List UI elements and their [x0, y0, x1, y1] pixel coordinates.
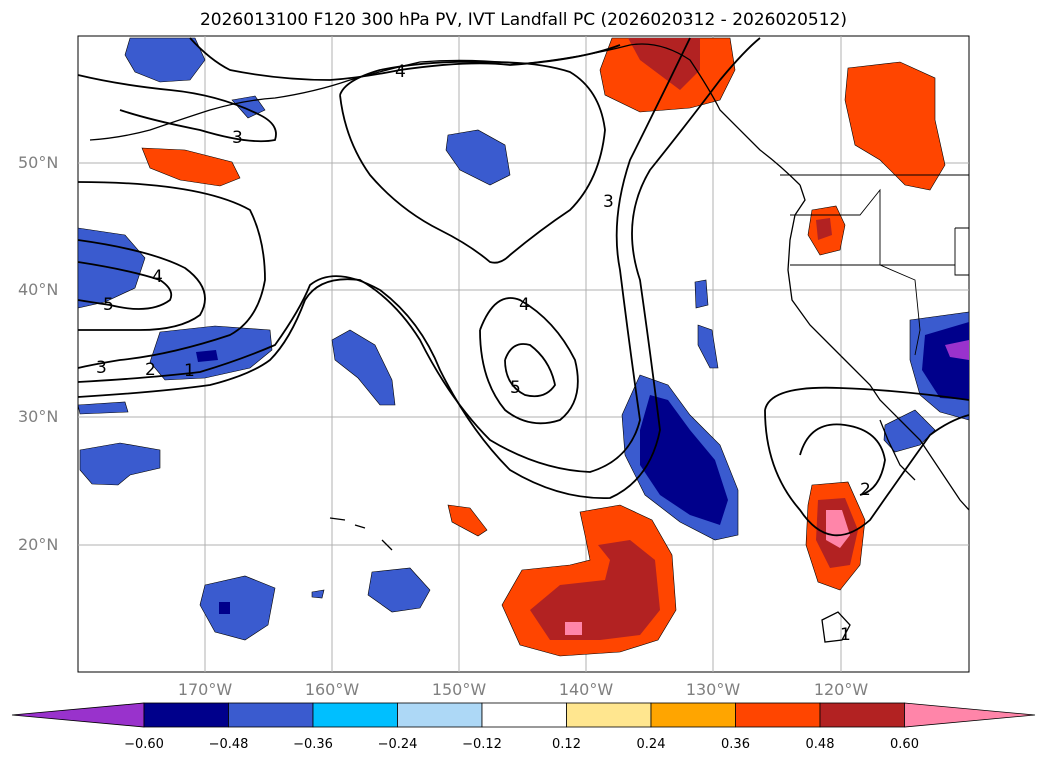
- contour-label: 3: [232, 128, 243, 148]
- colorbar-segment: [819, 702, 905, 728]
- colorbar-segment: [397, 702, 483, 728]
- colorbar-tick: −0.12: [462, 737, 502, 752]
- contour-label: 2: [145, 360, 156, 380]
- colorbar-segment: [312, 702, 398, 728]
- political-borders: [780, 174, 969, 356]
- contour-label: 3: [96, 358, 107, 378]
- colorbar-segment: [904, 702, 1036, 728]
- lon-label: 140°W: [558, 680, 614, 699]
- contour-label: 2: [860, 480, 871, 500]
- colorbar-tick: 0.12: [552, 737, 581, 752]
- colorbar-tick: 0.24: [636, 737, 666, 752]
- contour-label: 4: [395, 62, 406, 82]
- contour-label: 1: [184, 361, 195, 381]
- lat-label: 40°N: [18, 280, 59, 299]
- lon-label: 150°W: [431, 680, 487, 699]
- colorbar-tick: 0.36: [721, 737, 750, 752]
- colorbar-segment: [11, 702, 145, 728]
- lat-label: 20°N: [18, 535, 59, 554]
- lon-label: 120°W: [813, 680, 869, 699]
- lon-label: 130°W: [685, 680, 741, 699]
- positive-anomaly-fills: [141, 37, 946, 657]
- contour-label: 5: [103, 295, 114, 315]
- lat-label: 30°N: [18, 407, 59, 426]
- colorbar-tick: 0.60: [890, 737, 919, 752]
- colorbar-segment: [143, 702, 229, 728]
- colorbar-segment: [650, 702, 736, 728]
- contour-labels: 4 3 4 5 3 2 1 3 4 5 2 1: [96, 62, 871, 645]
- contour-label: 1: [840, 625, 851, 645]
- colorbar-segment: [481, 702, 567, 728]
- colorbar-segment: [735, 702, 821, 728]
- colorbar-segment: [566, 702, 652, 728]
- colorbar-tick: 0.48: [805, 737, 835, 752]
- colorbar-tick: −0.36: [293, 737, 333, 752]
- lon-label: 170°W: [177, 680, 233, 699]
- map-title: 2026013100 F120 300 hPa PV, IVT Landfall…: [199, 10, 847, 30]
- lon-label: 160°W: [304, 680, 360, 699]
- coastlines: [89, 43, 970, 643]
- colorbar-tick: −0.60: [124, 737, 164, 752]
- colorbar: [11, 702, 1036, 728]
- contour-label: 4: [519, 295, 530, 315]
- colorbar-segment: [228, 702, 314, 728]
- contour-label: 3: [603, 192, 614, 212]
- pv-contours: [77, 37, 970, 537]
- lat-label: 50°N: [18, 153, 59, 172]
- contour-label: 5: [510, 378, 521, 398]
- colorbar-tick: −0.48: [208, 737, 249, 752]
- colorbar-tick: −0.24: [377, 737, 418, 752]
- contour-label: 4: [152, 267, 163, 287]
